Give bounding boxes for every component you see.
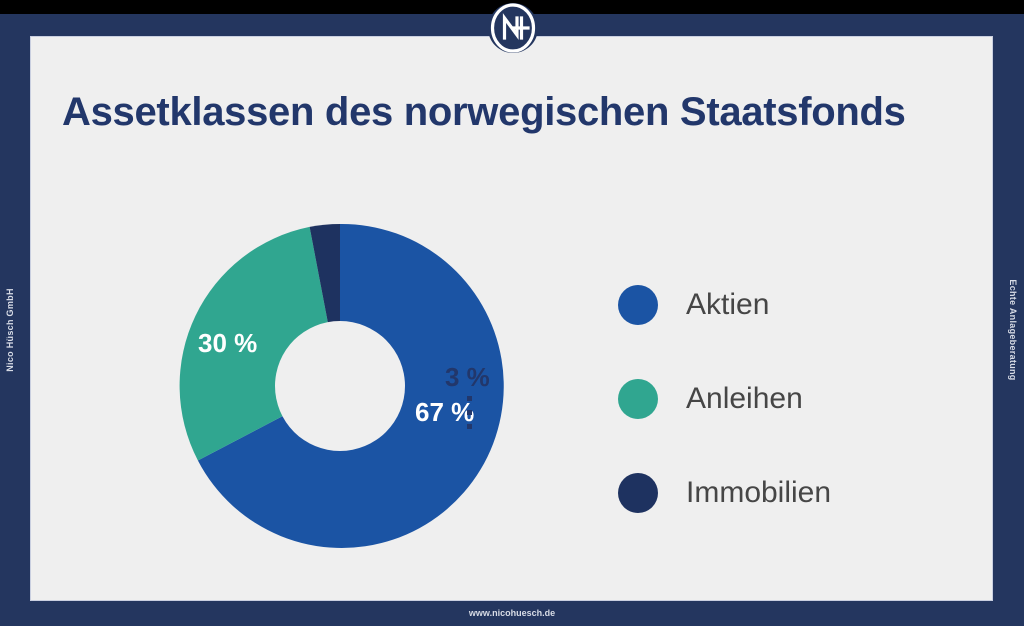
sidebar-text-tagline: Echte Anlageberatung [1008,279,1018,381]
legend-item-immobilien[interactable]: Immobilien [618,446,938,540]
legend-color-swatch-immobilien [618,473,658,513]
legend-label-aktien: Aktien [686,288,770,321]
donut-chart-svg [179,223,504,548]
leader-line-immobilien [467,396,473,434]
donut-chart: 67 % 30 % 3 % [150,200,550,580]
slice-label-anleihen: 30 % [198,328,258,358]
legend-item-anleihen[interactable]: Anleihen [618,352,938,446]
chart-legend: Aktien Anleihen Immobilien [618,258,938,540]
legend-color-swatch-anleihen [618,379,658,419]
legend-item-aktien[interactable]: Aktien [618,258,938,352]
slice-label-aktien: 67 % [415,397,475,427]
sidebar-text-company: Nico Hüsch GmbH [5,288,15,372]
slice-label-immobilien: 3 % [445,362,490,392]
legend-label-anleihen: Anleihen [686,382,803,415]
legend-label-immobilien: Immobilien [686,476,832,509]
footer-website-url: www.nicohuesch.de [468,608,556,618]
legend-color-swatch-aktien [618,285,658,325]
donut-hole [275,321,405,451]
page-title: Assetklassen des norwegischen Staatsfond… [62,90,906,134]
nh-monogram-logo-icon [487,2,539,54]
content-panel [30,36,993,601]
